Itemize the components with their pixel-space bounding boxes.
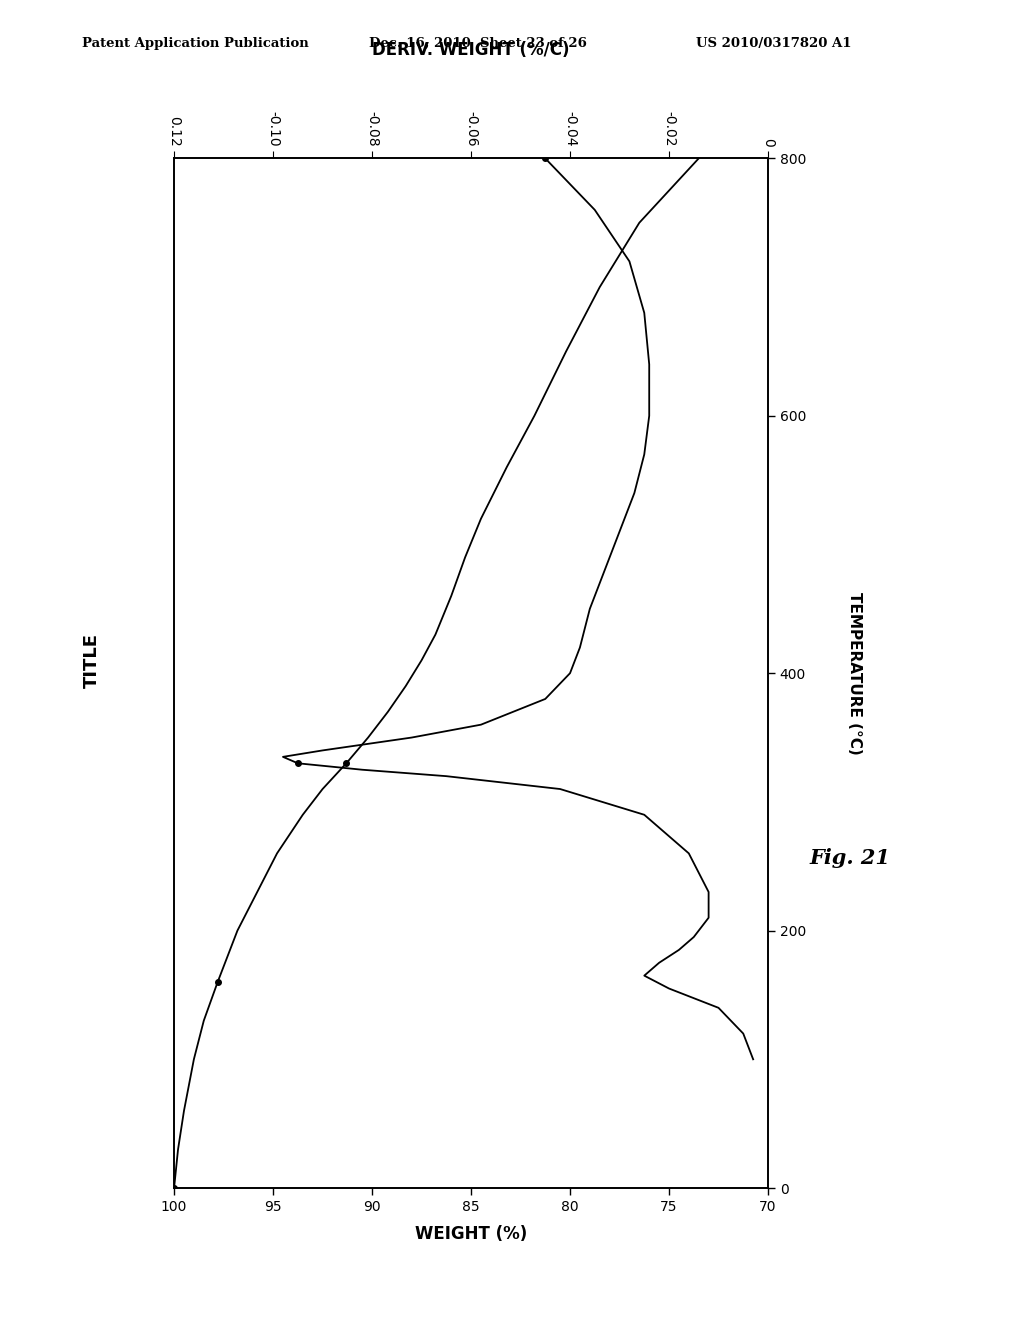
Text: US 2010/0317820 A1: US 2010/0317820 A1 <box>696 37 852 50</box>
X-axis label: WEIGHT (%): WEIGHT (%) <box>415 1225 527 1243</box>
X-axis label: DERIV. WEIGHT (%/C): DERIV. WEIGHT (%/C) <box>373 41 569 59</box>
Text: Patent Application Publication: Patent Application Publication <box>82 37 308 50</box>
Text: Dec. 16, 2010  Sheet 23 of 26: Dec. 16, 2010 Sheet 23 of 26 <box>369 37 587 50</box>
Text: Fig. 21: Fig. 21 <box>810 847 890 869</box>
Text: TITLE: TITLE <box>83 632 101 688</box>
Y-axis label: TEMPERATURE (°C): TEMPERATURE (°C) <box>847 591 862 755</box>
